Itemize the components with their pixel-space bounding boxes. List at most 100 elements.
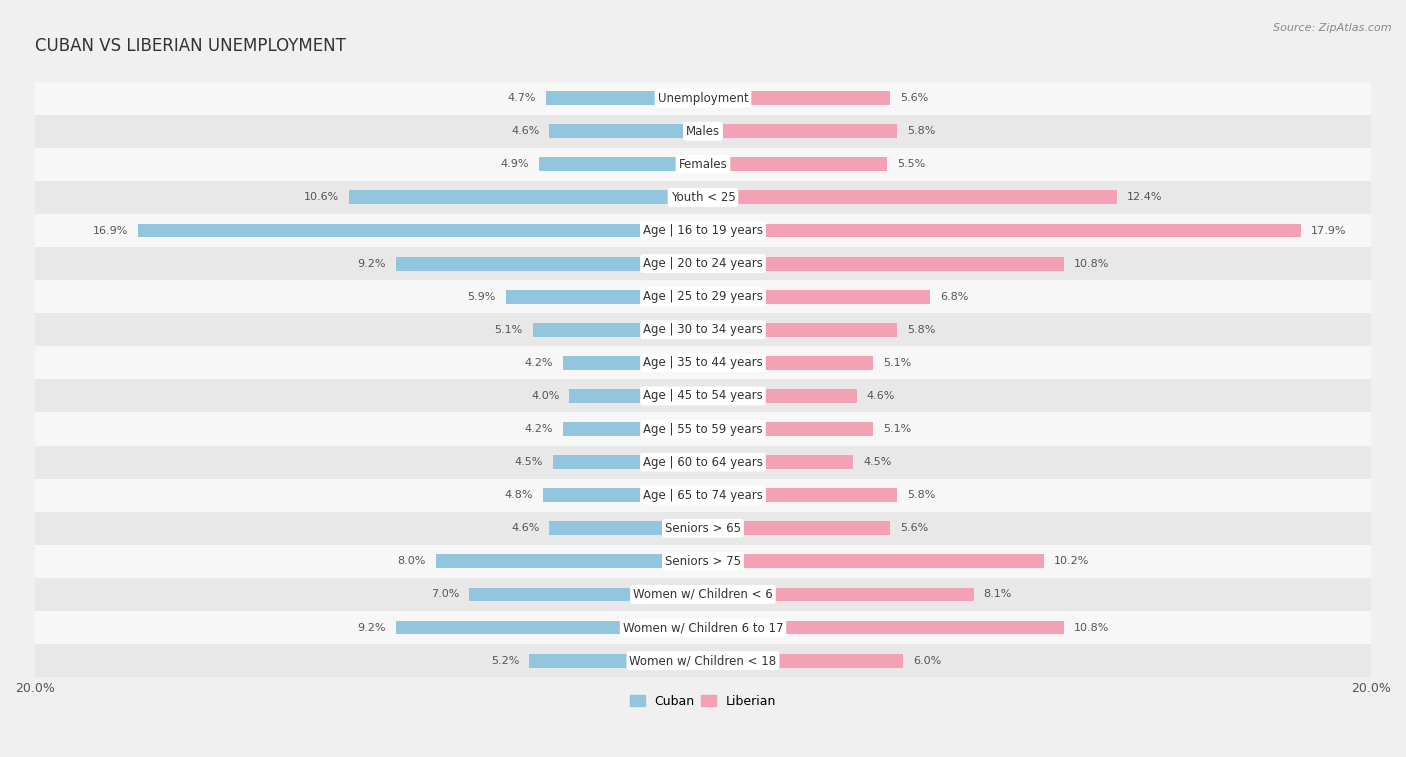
Text: 5.1%: 5.1% bbox=[883, 424, 911, 434]
Text: 4.9%: 4.9% bbox=[501, 159, 529, 170]
Text: 9.2%: 9.2% bbox=[357, 622, 385, 633]
Text: Age | 55 to 59 years: Age | 55 to 59 years bbox=[643, 422, 763, 435]
Text: Age | 35 to 44 years: Age | 35 to 44 years bbox=[643, 357, 763, 369]
Bar bbox=[703, 223, 1301, 238]
Bar bbox=[703, 621, 1064, 634]
Text: 5.1%: 5.1% bbox=[883, 358, 911, 368]
Bar bbox=[35, 545, 1371, 578]
Bar bbox=[35, 512, 1371, 545]
Text: 4.5%: 4.5% bbox=[515, 457, 543, 467]
Text: 9.2%: 9.2% bbox=[357, 259, 385, 269]
Bar bbox=[562, 356, 703, 370]
Bar bbox=[569, 389, 703, 403]
Text: Age | 30 to 34 years: Age | 30 to 34 years bbox=[643, 323, 763, 336]
Text: 6.0%: 6.0% bbox=[914, 656, 942, 665]
Text: Age | 60 to 64 years: Age | 60 to 64 years bbox=[643, 456, 763, 469]
Bar bbox=[35, 346, 1371, 379]
Bar bbox=[703, 587, 973, 601]
Text: Women w/ Children < 6: Women w/ Children < 6 bbox=[633, 588, 773, 601]
Text: 4.6%: 4.6% bbox=[510, 523, 540, 533]
Bar bbox=[703, 654, 904, 668]
Bar bbox=[436, 554, 703, 569]
Bar bbox=[543, 488, 703, 502]
Text: Youth < 25: Youth < 25 bbox=[671, 191, 735, 204]
Text: 5.2%: 5.2% bbox=[491, 656, 519, 665]
Bar bbox=[703, 124, 897, 139]
Text: 10.8%: 10.8% bbox=[1074, 259, 1109, 269]
Bar bbox=[553, 455, 703, 469]
Bar bbox=[35, 247, 1371, 280]
Bar bbox=[35, 413, 1371, 446]
Text: 5.8%: 5.8% bbox=[907, 491, 935, 500]
Bar bbox=[703, 455, 853, 469]
Bar bbox=[35, 115, 1371, 148]
Bar bbox=[703, 422, 873, 436]
Text: 4.7%: 4.7% bbox=[508, 93, 536, 103]
Bar bbox=[395, 257, 703, 270]
Text: 10.8%: 10.8% bbox=[1074, 622, 1109, 633]
Text: Age | 25 to 29 years: Age | 25 to 29 years bbox=[643, 290, 763, 303]
Text: 10.6%: 10.6% bbox=[304, 192, 339, 202]
Bar bbox=[703, 389, 856, 403]
Bar bbox=[550, 522, 703, 535]
Bar bbox=[35, 478, 1371, 512]
Bar bbox=[138, 223, 703, 238]
Bar bbox=[35, 313, 1371, 346]
Text: 12.4%: 12.4% bbox=[1128, 192, 1163, 202]
Bar bbox=[703, 91, 890, 105]
Text: 4.0%: 4.0% bbox=[531, 391, 560, 401]
Text: 6.8%: 6.8% bbox=[941, 291, 969, 302]
Bar bbox=[35, 82, 1371, 115]
Text: 8.1%: 8.1% bbox=[984, 590, 1012, 600]
Bar bbox=[529, 654, 703, 668]
Text: 5.8%: 5.8% bbox=[907, 325, 935, 335]
Text: Seniors > 65: Seniors > 65 bbox=[665, 522, 741, 534]
Bar bbox=[35, 644, 1371, 678]
Text: 8.0%: 8.0% bbox=[398, 556, 426, 566]
Text: 5.9%: 5.9% bbox=[468, 291, 496, 302]
Bar bbox=[703, 157, 887, 171]
Bar bbox=[703, 356, 873, 370]
Text: CUBAN VS LIBERIAN UNEMPLOYMENT: CUBAN VS LIBERIAN UNEMPLOYMENT bbox=[35, 37, 346, 55]
Text: Seniors > 75: Seniors > 75 bbox=[665, 555, 741, 568]
Text: 5.6%: 5.6% bbox=[900, 523, 928, 533]
Bar bbox=[562, 422, 703, 436]
Bar bbox=[35, 379, 1371, 413]
Bar bbox=[703, 554, 1043, 569]
Bar bbox=[35, 214, 1371, 247]
Text: 10.2%: 10.2% bbox=[1053, 556, 1090, 566]
Text: 5.1%: 5.1% bbox=[495, 325, 523, 335]
Bar bbox=[35, 148, 1371, 181]
Text: 5.6%: 5.6% bbox=[900, 93, 928, 103]
Text: 7.0%: 7.0% bbox=[430, 590, 460, 600]
Text: 5.5%: 5.5% bbox=[897, 159, 925, 170]
Text: Women w/ Children 6 to 17: Women w/ Children 6 to 17 bbox=[623, 621, 783, 634]
Bar bbox=[35, 280, 1371, 313]
Bar bbox=[470, 587, 703, 601]
Text: 4.8%: 4.8% bbox=[505, 491, 533, 500]
Text: 4.6%: 4.6% bbox=[510, 126, 540, 136]
Text: Age | 20 to 24 years: Age | 20 to 24 years bbox=[643, 257, 763, 270]
Text: Females: Females bbox=[679, 157, 727, 171]
Text: 5.8%: 5.8% bbox=[907, 126, 935, 136]
Bar bbox=[35, 578, 1371, 611]
Text: 4.6%: 4.6% bbox=[866, 391, 896, 401]
Text: 4.2%: 4.2% bbox=[524, 358, 553, 368]
Text: Males: Males bbox=[686, 125, 720, 138]
Text: 4.5%: 4.5% bbox=[863, 457, 891, 467]
Text: 4.2%: 4.2% bbox=[524, 424, 553, 434]
Bar bbox=[533, 322, 703, 337]
Bar bbox=[35, 446, 1371, 478]
Bar bbox=[395, 621, 703, 634]
Bar bbox=[703, 290, 931, 304]
Text: Unemployment: Unemployment bbox=[658, 92, 748, 104]
Bar bbox=[703, 488, 897, 502]
Text: 16.9%: 16.9% bbox=[93, 226, 128, 235]
Legend: Cuban, Liberian: Cuban, Liberian bbox=[624, 690, 782, 712]
Bar bbox=[540, 157, 703, 171]
Bar bbox=[703, 257, 1064, 270]
Bar bbox=[35, 611, 1371, 644]
Text: 17.9%: 17.9% bbox=[1310, 226, 1347, 235]
Bar bbox=[349, 191, 703, 204]
Bar bbox=[506, 290, 703, 304]
